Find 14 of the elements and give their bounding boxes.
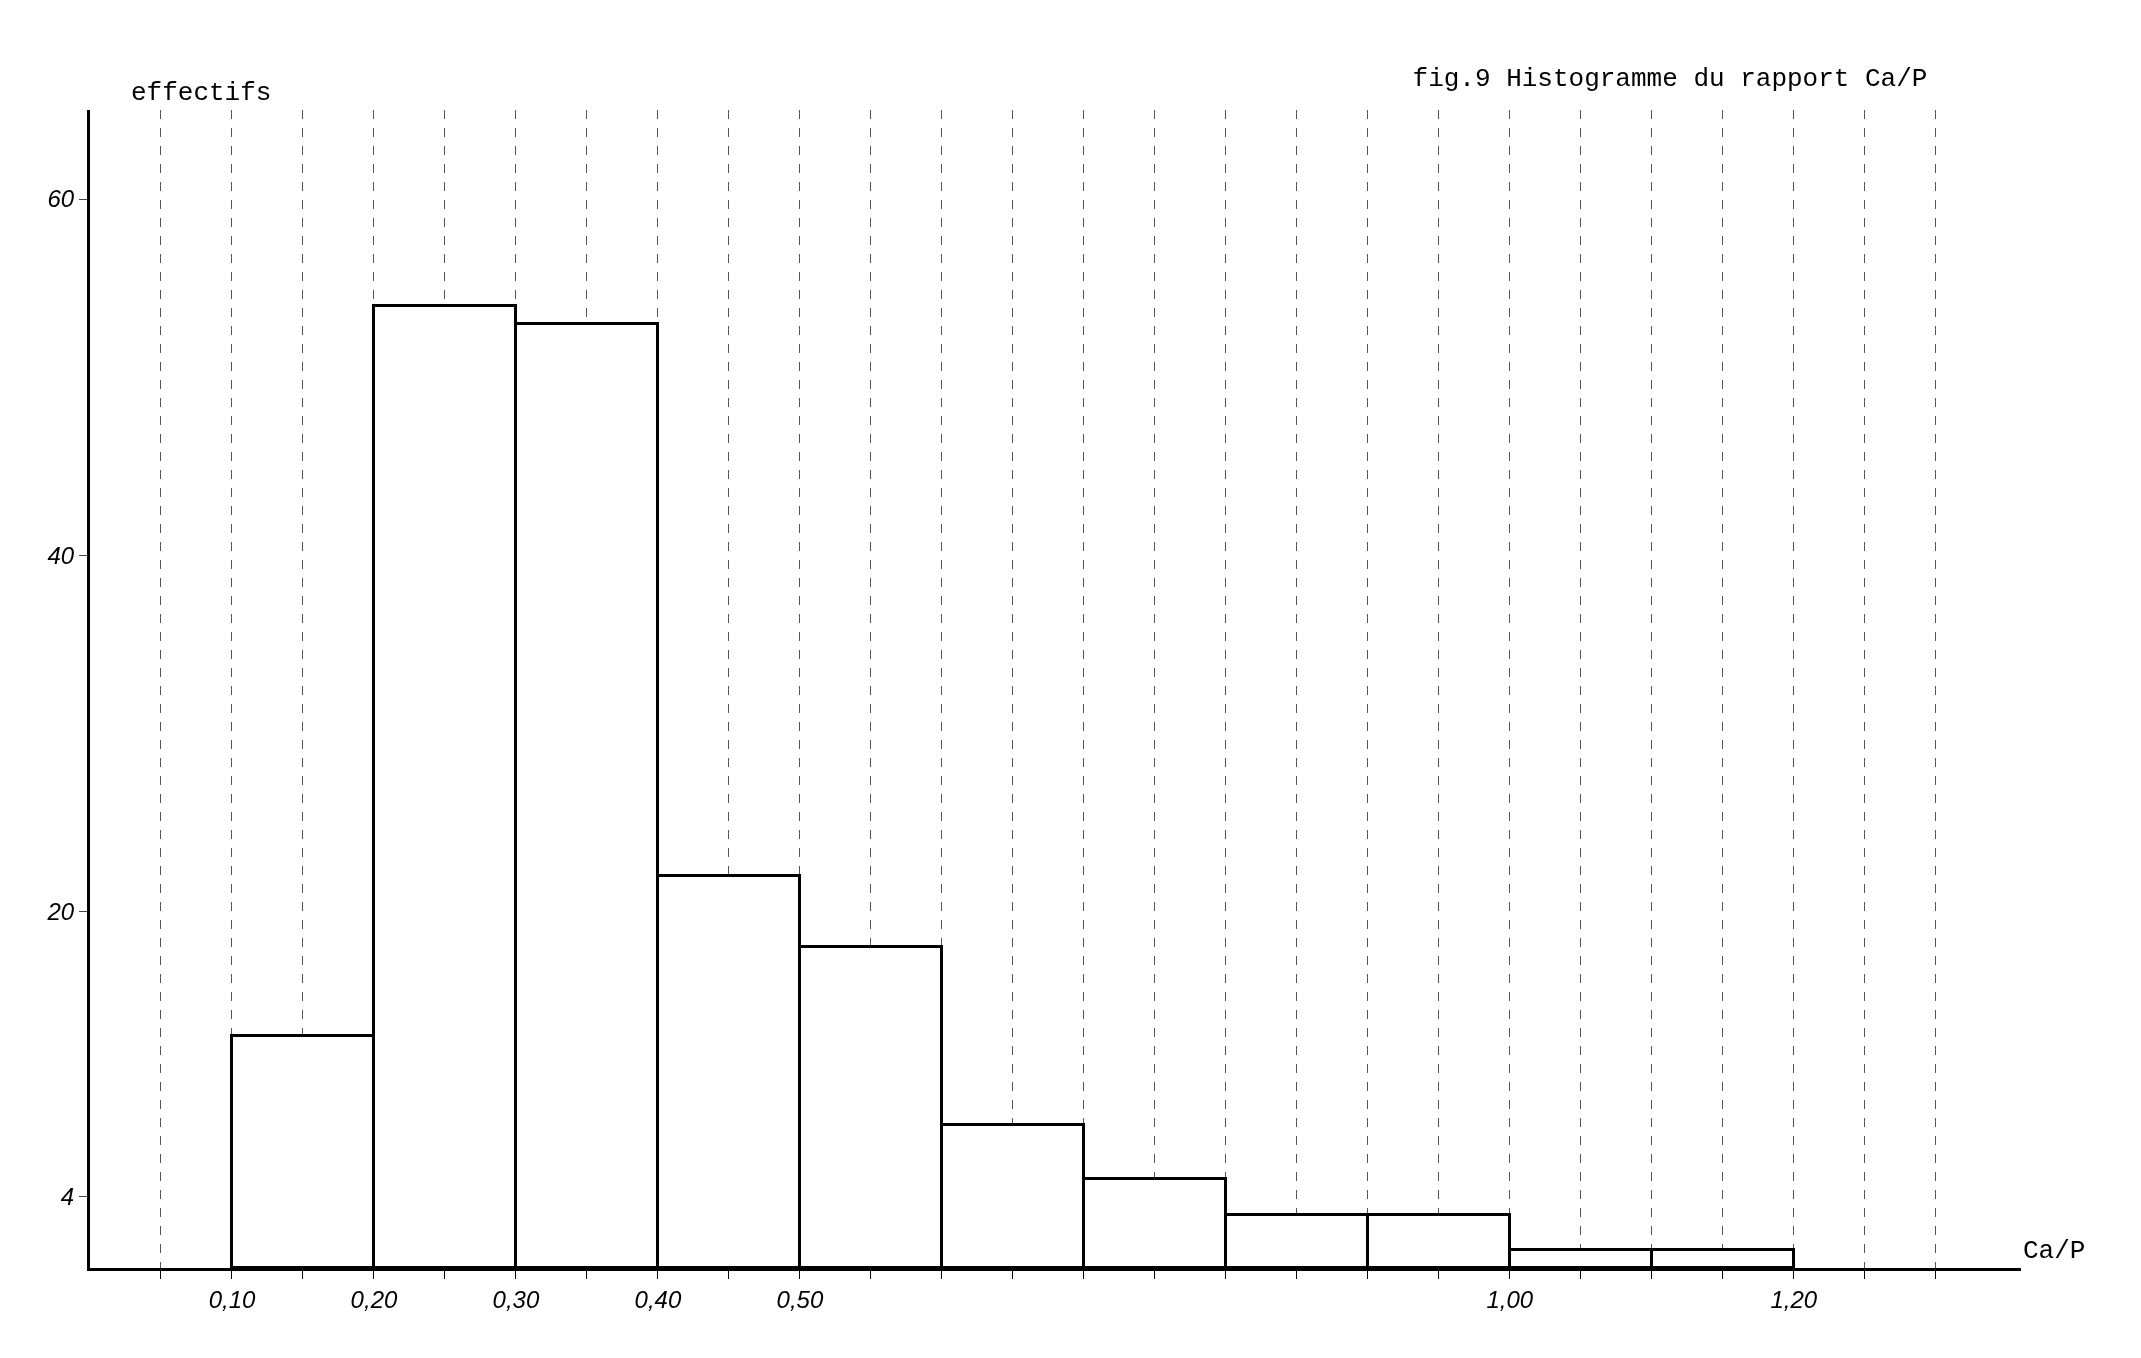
x-tick-label: 0,50 [776,1285,824,1313]
y-tick-label: 40 [47,541,75,569]
x-tick-label: 0,10 [208,1285,256,1313]
x-tick-label: 0,30 [492,1285,540,1313]
x-tick-label: 1,00 [1486,1285,1534,1313]
y-tick-label: 4 [60,1183,75,1211]
x-axis-title: Ca/P [2023,1236,2086,1266]
y-tick-label: 20 [46,898,75,926]
x-tick-label: 1,20 [1770,1285,1818,1313]
y-axis-title: effectifs [131,78,272,108]
y-tick-label: 60 [47,185,75,213]
chart-title: fig.9 Histogramme du rapport Ca/P [1412,64,1928,95]
x-tick-label: 0,20 [350,1285,398,1313]
x-tick-label: 0,40 [634,1285,682,1313]
